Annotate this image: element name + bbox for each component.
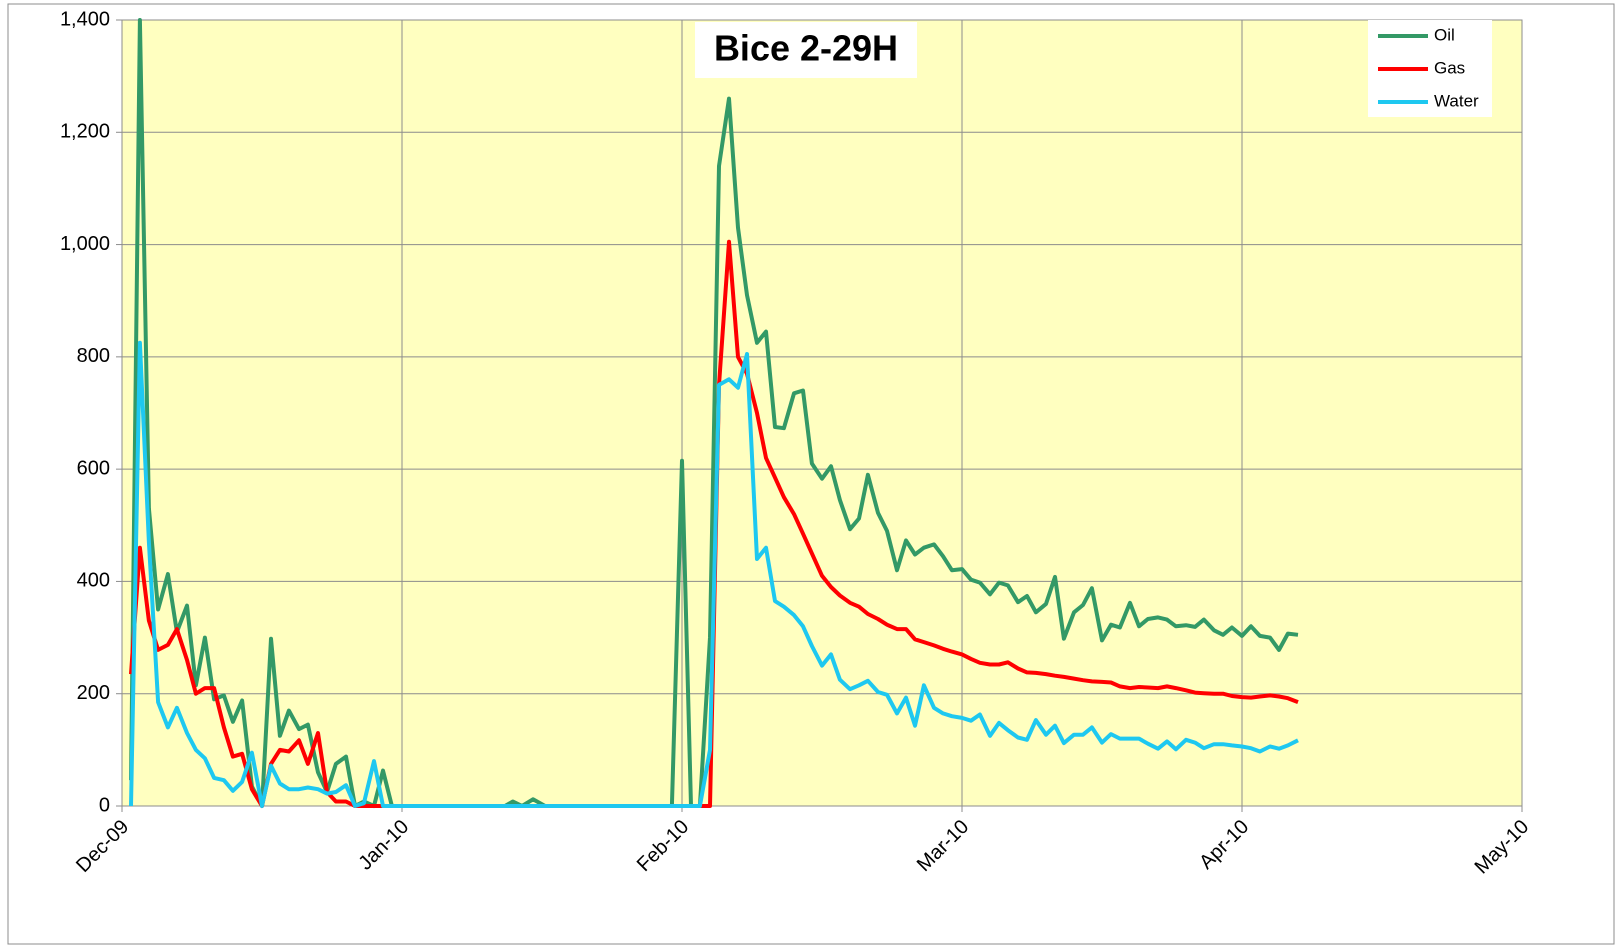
legend-label: Gas bbox=[1434, 58, 1465, 77]
y-tick-label: 400 bbox=[77, 570, 110, 592]
series-line bbox=[129, 18, 1299, 808]
y-tick-label: 800 bbox=[77, 345, 110, 367]
legend: Oil Gas Water bbox=[1368, 20, 1492, 117]
y-tick-label: 600 bbox=[77, 457, 110, 479]
y-tick-label: 1,000 bbox=[60, 233, 110, 255]
series-lines bbox=[129, 18, 1299, 808]
y-tick-label: 0 bbox=[99, 794, 110, 816]
y-tick-label: 1,200 bbox=[60, 121, 110, 143]
legend-label: Oil bbox=[1434, 25, 1455, 44]
y-tick-label: 1,400 bbox=[60, 8, 110, 30]
series-line bbox=[129, 239, 1299, 808]
legend-label: Water bbox=[1434, 91, 1479, 110]
chart-title: Bice 2-29H bbox=[714, 28, 898, 69]
y-tick-label: 200 bbox=[77, 682, 110, 704]
plot-background bbox=[121, 19, 1523, 807]
series-line bbox=[129, 340, 1299, 808]
title-box bbox=[695, 22, 917, 78]
